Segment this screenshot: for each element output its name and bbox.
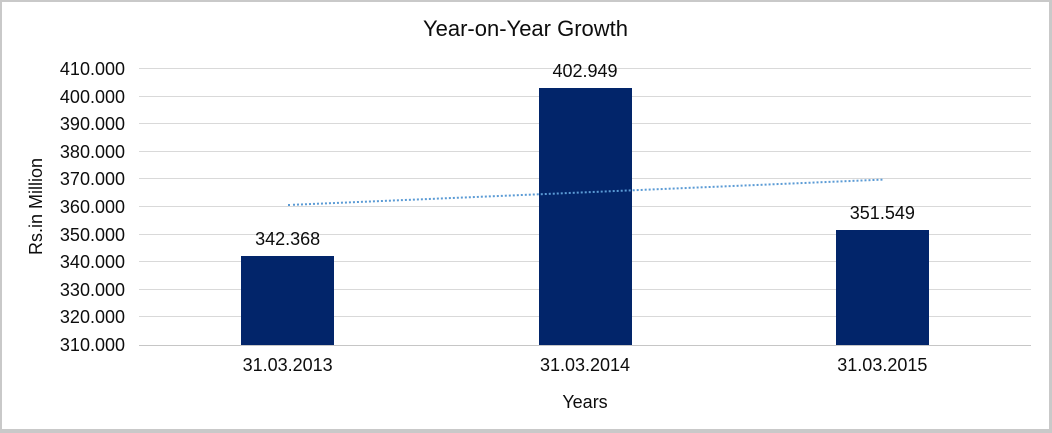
y-tick-label: 310.000 [59, 335, 125, 355]
gridline [139, 68, 1031, 69]
x-axis-line [139, 345, 1031, 346]
y-tick-label: 360.000 [59, 197, 125, 217]
x-tick-label: 31.03.2015 [837, 355, 928, 375]
plot-area: 342.368 402.949 351.549 [139, 61, 1031, 346]
x-tick-label: 31.03.2013 [242, 355, 333, 375]
bar-value-label: 402.949 [552, 61, 618, 82]
bar [538, 88, 632, 345]
bar-value-label: 351.549 [849, 203, 915, 224]
chart-title: Year-on-Year Growth [422, 16, 629, 41]
y-tick-label: 390.000 [59, 114, 125, 135]
y-tick-label: 320.000 [59, 307, 125, 328]
y-tick-label: 340.000 [59, 252, 125, 273]
bar [241, 255, 335, 345]
x-axis-tick-labels: 31.03.2013 31.03.2014 31.03.2015 [139, 355, 1031, 377]
y-tick-label: 380.000 [59, 141, 125, 162]
y-tick-label: 330.000 [59, 279, 125, 300]
y-tick-label: 410.000 [59, 59, 125, 79]
y-tick-label: 400.000 [59, 86, 125, 107]
x-tick-label: 31.03.2014 [539, 355, 631, 375]
y-tick-label: 370.000 [59, 169, 125, 190]
bar [835, 230, 929, 345]
y-axis-tick-labels: 410.000 400.000 390.000 380.000 370.000 360.0… [2, 59, 125, 355]
y-tick-label: 350.000 [59, 224, 125, 245]
x-axis-title: Years [562, 392, 608, 412]
bar-value-label: 342.368 [255, 228, 321, 249]
